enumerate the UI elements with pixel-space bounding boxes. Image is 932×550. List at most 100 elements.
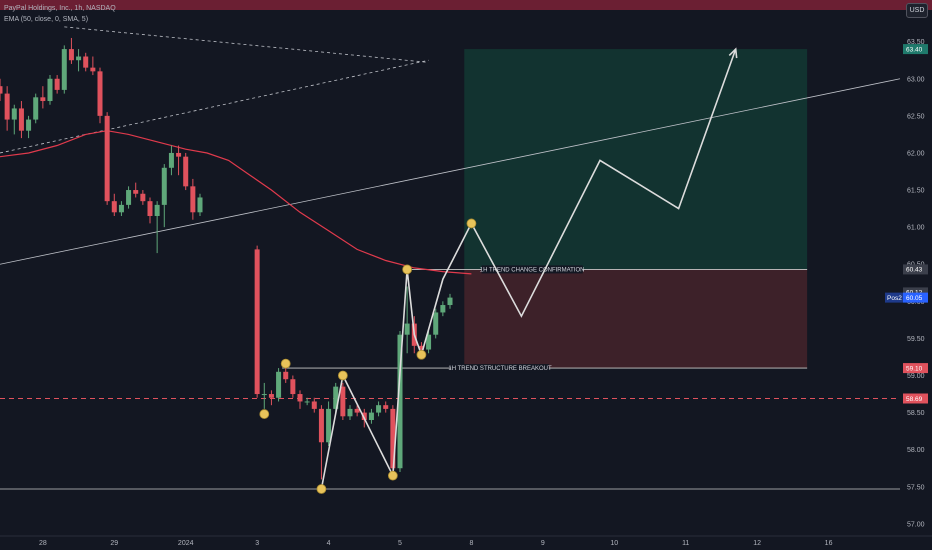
x-tick-label: 4 — [327, 540, 331, 547]
candle-29 — [254, 245, 260, 398]
x-tick-label: 12 — [753, 540, 761, 547]
candle-body — [361, 412, 367, 421]
pivot-marker-3 — [316, 484, 327, 494]
candle-body — [340, 386, 346, 417]
candle-body — [290, 379, 296, 395]
y-tick-label: 61.00 — [907, 225, 925, 232]
candle-body — [426, 334, 432, 350]
candle-12 — [83, 52, 89, 72]
currency-button[interactable]: USD — [906, 3, 928, 18]
candle-body — [61, 49, 67, 90]
pivot-marker-6 — [402, 264, 413, 275]
candle-48 — [390, 405, 396, 472]
candle-body — [318, 408, 324, 443]
candle-49 — [397, 330, 403, 472]
candle-37 — [311, 397, 317, 413]
price-tag — [903, 287, 928, 298]
candle-13 — [90, 56, 96, 76]
candle-40 — [333, 382, 339, 413]
indicator-title: EMA (50, close, 0, SMA, 5) — [4, 16, 89, 23]
candle-3 — [18, 101, 24, 139]
candle-body — [276, 371, 282, 398]
candle-body — [176, 152, 182, 157]
projection-path — [320, 48, 737, 490]
y-tick-label: 61.50 — [907, 188, 925, 195]
candle-10 — [68, 37, 74, 64]
candle-2 — [11, 104, 17, 135]
x-tick-label: 3 — [255, 540, 259, 547]
candle-body — [47, 78, 53, 102]
x-tick-label: 28 — [39, 540, 47, 547]
position-tag-prefix-label: Pos2 — [887, 295, 902, 302]
price-tag — [903, 363, 928, 374]
candle-body — [140, 193, 146, 202]
candle-1 — [4, 86, 10, 131]
candle-39 — [326, 401, 332, 446]
candle-body — [83, 56, 89, 68]
y-tick-label: 59.00 — [907, 373, 925, 380]
candle-16 — [111, 193, 117, 217]
candle-body — [354, 408, 360, 413]
pivot-marker-7 — [416, 349, 427, 360]
candle-body — [311, 401, 317, 409]
candle-body — [390, 408, 396, 469]
position-tag-prefix — [885, 292, 903, 303]
candle-body — [11, 108, 17, 120]
price-tag-label: 59.10 — [906, 365, 923, 372]
y-tick-label: 58.50 — [907, 410, 925, 417]
candle-body — [404, 323, 410, 335]
candle-body — [0, 86, 3, 94]
candle-9 — [61, 45, 67, 94]
candle-body — [433, 312, 439, 335]
candle-body — [190, 186, 196, 213]
candle-body — [161, 167, 167, 205]
candle-54 — [433, 308, 439, 339]
candle-body — [254, 249, 260, 395]
candle-body — [104, 115, 110, 202]
candle-body — [68, 49, 74, 61]
price-tag — [903, 292, 928, 303]
candle-41 — [340, 382, 346, 421]
x-tick-label: 16 — [825, 540, 833, 547]
candle-body — [440, 305, 446, 313]
candle-body — [183, 156, 189, 187]
candle-28 — [197, 193, 203, 217]
candle-32 — [276, 368, 282, 402]
x-tick-label: 8 — [469, 540, 473, 547]
candle-21 — [147, 197, 153, 224]
candle-body — [40, 97, 46, 102]
symbol-title: PayPal Holdings, Inc., 1h, NASDAQ — [4, 5, 116, 12]
x-tick-label: 2024 — [178, 540, 194, 547]
candle-body — [268, 394, 274, 398]
candle-body — [397, 334, 403, 469]
candle-body — [197, 197, 203, 213]
candle-18 — [126, 186, 132, 209]
candle-36 — [304, 397, 310, 406]
candle-45 — [368, 408, 374, 424]
candle-body — [54, 78, 60, 90]
price-tag-label: 63.40 — [906, 46, 923, 53]
candle-body — [326, 408, 332, 443]
trendline-3 — [64, 26, 429, 63]
symbol-banner — [0, 0, 932, 10]
candle-0 — [0, 78, 3, 102]
candle-38 — [318, 405, 324, 480]
pivot-marker-5 — [387, 470, 398, 481]
trendline-1 — [0, 78, 901, 265]
breakout-label-bg — [451, 364, 549, 373]
x-tick-label: 11 — [682, 540, 689, 547]
candle-31 — [268, 390, 274, 406]
candle-body — [447, 297, 453, 306]
pivot-marker-1 — [259, 409, 270, 419]
candle-19 — [133, 182, 139, 198]
candle-20 — [140, 190, 146, 205]
candle-body — [154, 204, 160, 217]
candle-body — [76, 56, 82, 61]
candle-53 — [426, 330, 432, 354]
candle-body — [297, 394, 303, 402]
candle-15 — [104, 112, 110, 205]
price-tag-label: 58.69 — [906, 396, 923, 403]
price-tag — [903, 264, 928, 275]
candle-42 — [347, 405, 353, 421]
